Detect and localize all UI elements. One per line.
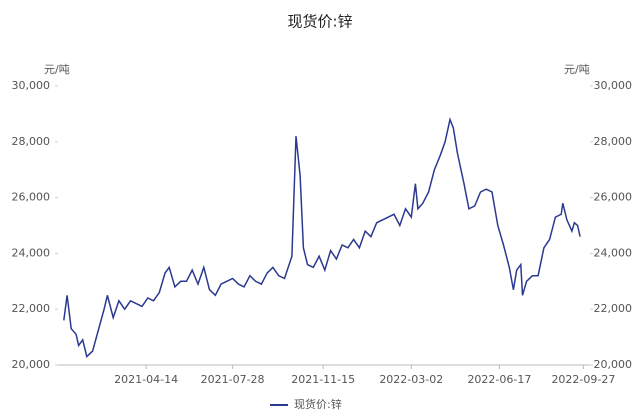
- legend-label: 现货价:锌: [294, 397, 342, 411]
- x-tick-label: 2022-09-27: [551, 373, 615, 386]
- x-tick-label: 2022-03-02: [379, 373, 443, 386]
- y-tick-label: 28,000: [12, 135, 51, 148]
- chart-title: 现货价:锌: [287, 13, 352, 31]
- y-axis-label: 元/吨: [44, 63, 70, 76]
- x-tick-label: 2022-06-17: [467, 373, 531, 386]
- y-tick-label: 22,000: [12, 302, 51, 315]
- y-tick-label: 20,000: [12, 358, 51, 371]
- x-tick-label: 2021-04-14: [114, 373, 178, 386]
- y-tick-label: 26,000: [12, 191, 51, 204]
- y2-tick-label: 30,000: [594, 79, 633, 92]
- y2-tick-label: 26,000: [594, 191, 633, 204]
- x-tick-label: 2021-07-28: [201, 373, 265, 386]
- x-tick-label: 2021-11-15: [291, 373, 355, 386]
- y-tick-label: 24,000: [12, 246, 51, 259]
- y2-axis-label: 元/吨: [564, 63, 590, 76]
- y2-tick-label: 28,000: [594, 135, 633, 148]
- y2-tick-label: 24,000: [594, 246, 633, 259]
- y-tick-label: 30,000: [12, 79, 51, 92]
- y2-tick-label: 20,000: [594, 358, 633, 371]
- series-line: [63, 116, 581, 359]
- y2-tick-label: 22,000: [594, 302, 633, 315]
